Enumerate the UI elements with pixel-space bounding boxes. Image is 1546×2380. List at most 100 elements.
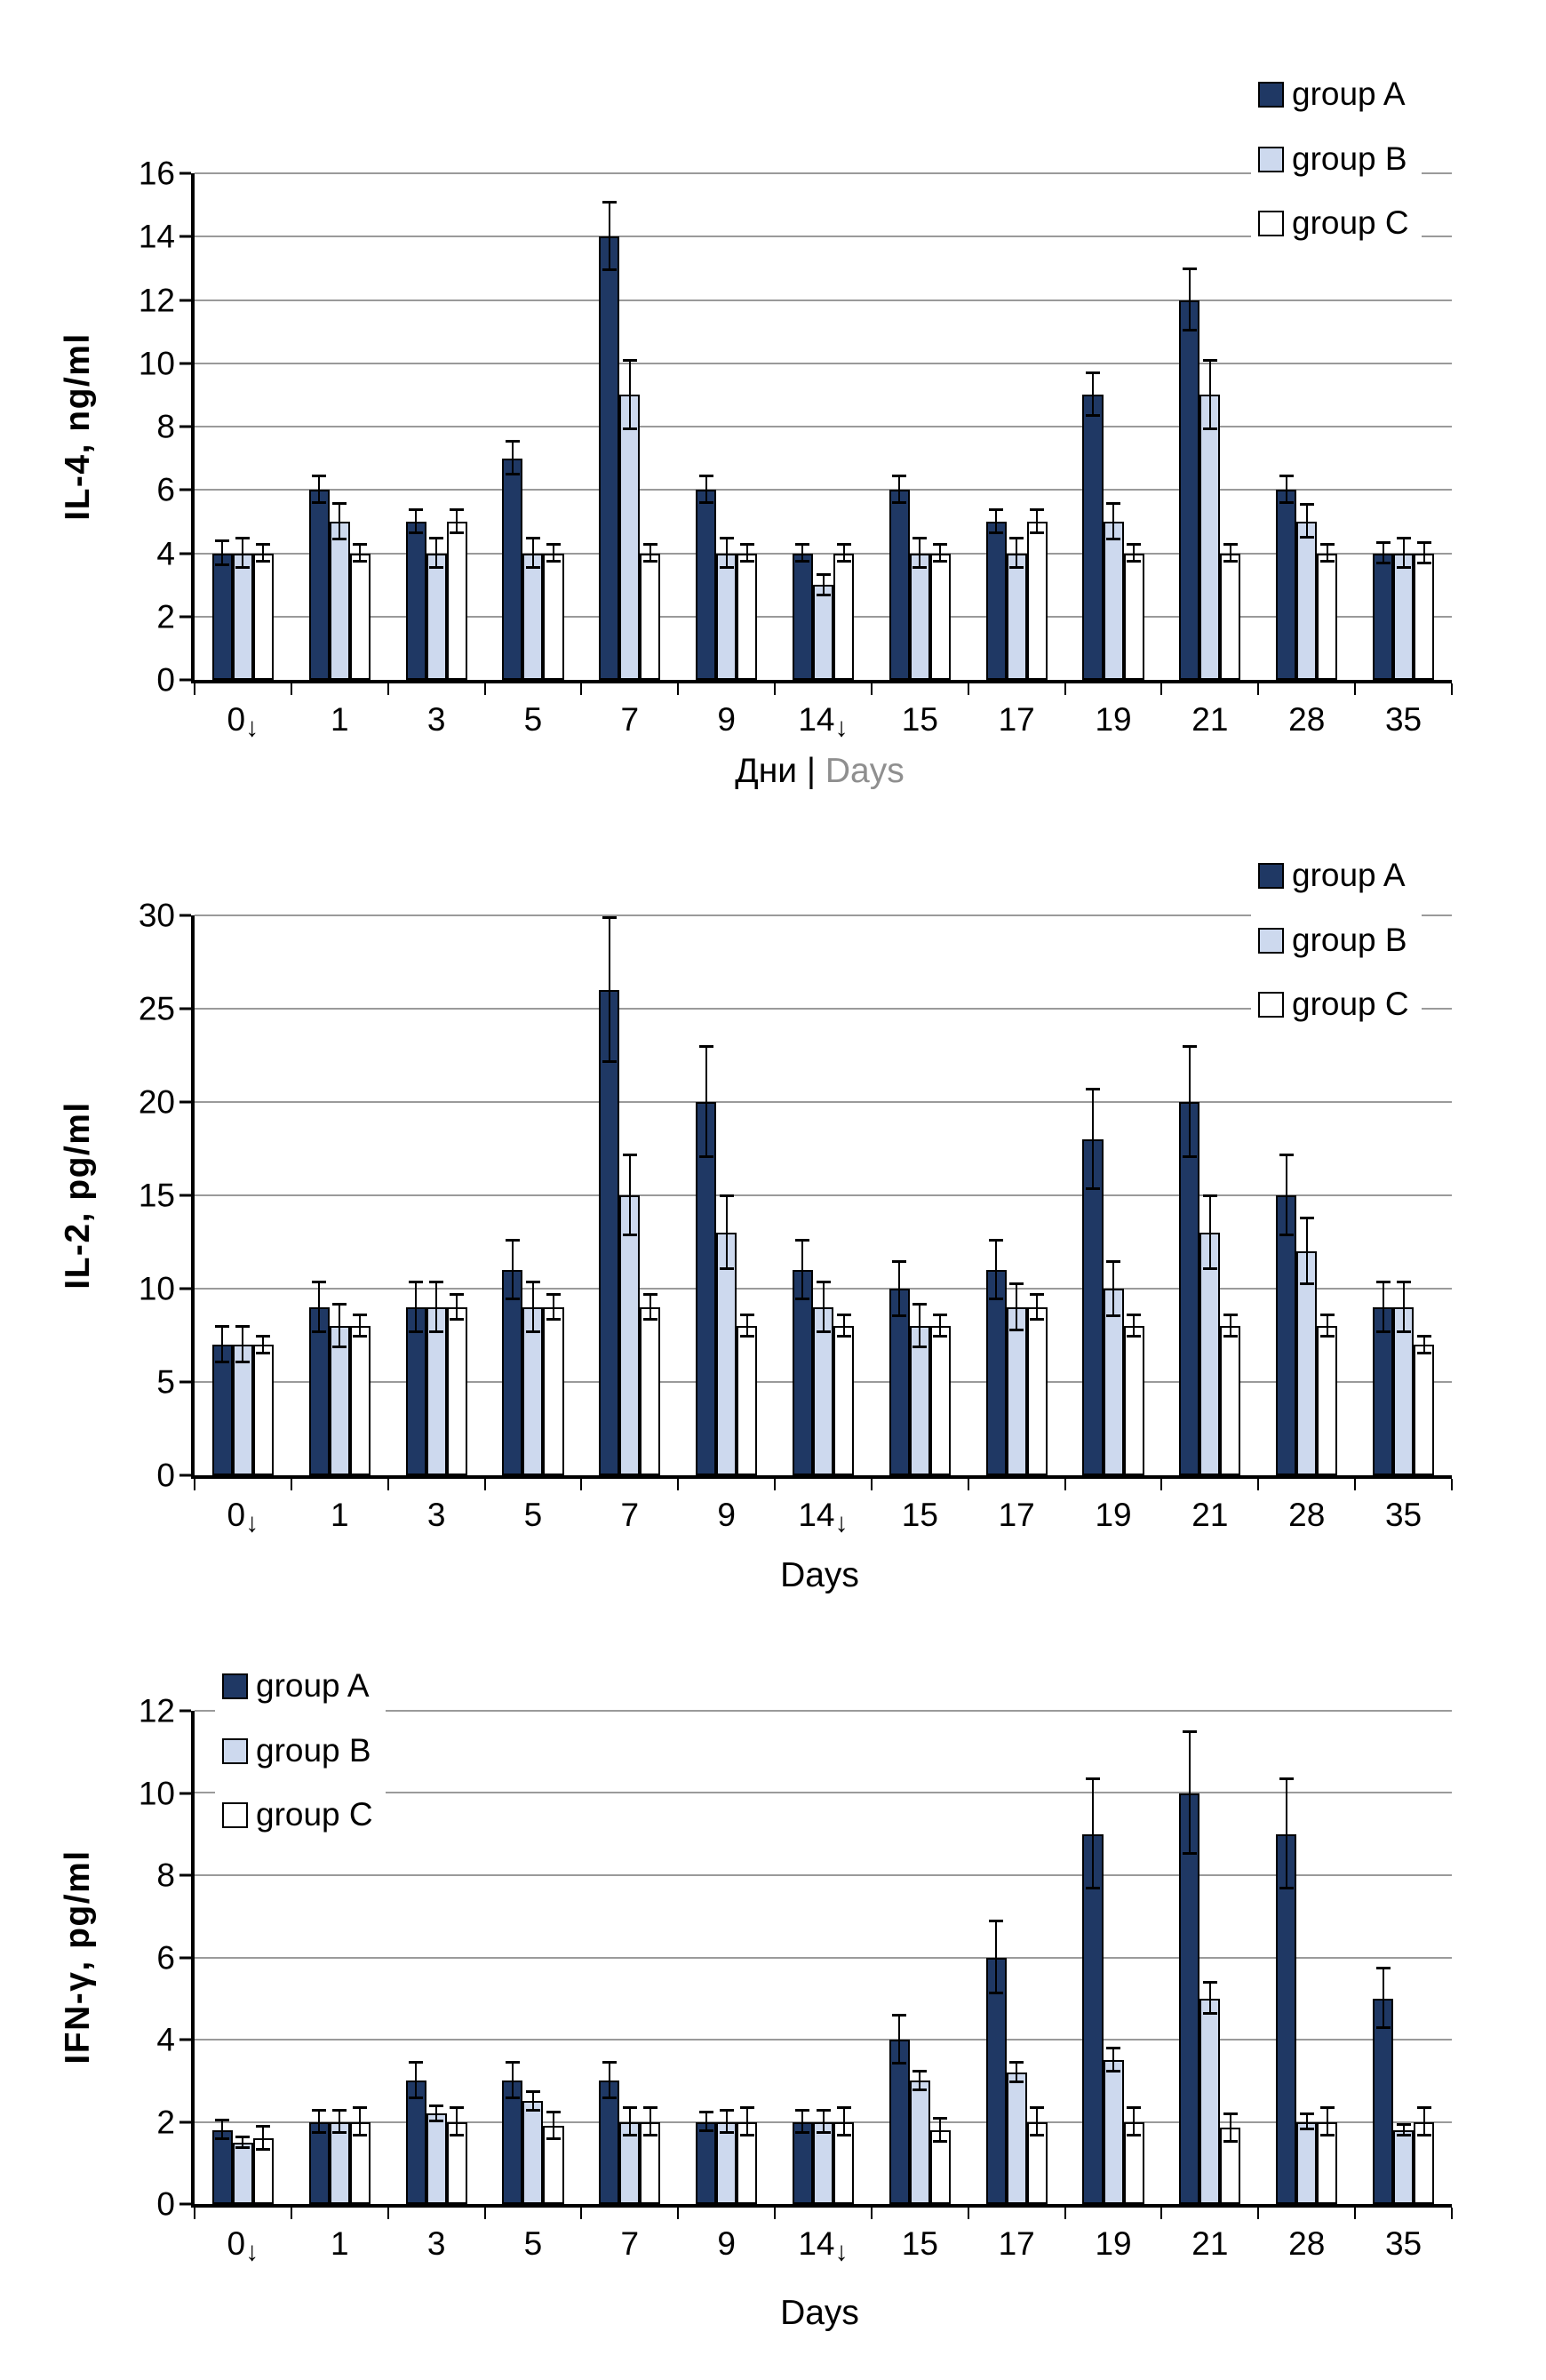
error-bar-cap-top xyxy=(429,1280,444,1283)
x-axis-tick xyxy=(1354,1479,1357,1490)
bar-group-b xyxy=(1296,2121,1318,2204)
y-tick-label: 0 xyxy=(156,1457,175,1494)
error-bar-cap-top xyxy=(1182,267,1197,270)
bar-group-a xyxy=(502,1270,523,1475)
error-bar-cap-bottom xyxy=(642,560,657,563)
error-bar-cap-top xyxy=(698,475,713,478)
x-axis-tick xyxy=(967,1479,969,1490)
bar-group-b xyxy=(522,553,544,680)
legend-item-group-a: group A xyxy=(1258,857,1409,894)
x-category-label: 15 xyxy=(901,2225,938,2262)
error-bar-cap-bottom xyxy=(1030,531,1045,535)
bar-group-c xyxy=(1317,553,1338,680)
y-tick-label: 8 xyxy=(156,408,175,445)
error-bar-cap-bottom xyxy=(698,1155,713,1158)
error-bar-cap-top xyxy=(912,1302,928,1306)
group-c-swatch xyxy=(1258,992,1284,1018)
error-bar-cap-bottom xyxy=(1106,1314,1121,1317)
ifny-x-axis-title: Days xyxy=(191,2294,1448,2333)
error-bar-cap-top xyxy=(602,916,617,920)
error-bar-cap-top xyxy=(1106,501,1121,505)
error-bar xyxy=(898,2015,901,2065)
error-bar xyxy=(221,540,224,566)
x-axis-tick xyxy=(774,1479,777,1490)
error-bar-cap-top xyxy=(1182,1045,1197,1048)
bar-group-c xyxy=(446,1307,467,1475)
error-bar-cap-top xyxy=(1127,542,1142,546)
bar-group-b xyxy=(329,521,350,680)
error-bar-cap-bottom xyxy=(525,2108,540,2112)
error-bar-cap-bottom xyxy=(989,1297,1004,1300)
group-b-swatch xyxy=(1258,146,1284,172)
x-category-label: 17 xyxy=(998,1497,1035,1533)
gridline xyxy=(195,1956,1452,1959)
legend-label: group A xyxy=(256,1667,370,1704)
error-bar xyxy=(801,2109,804,2135)
y-tick-mark xyxy=(179,2038,191,2041)
x-axis-tick xyxy=(1064,1479,1066,1490)
error-bar-cap-top xyxy=(1416,541,1431,545)
error-bar-cap-bottom xyxy=(836,1334,851,1338)
legend-item-group-b: group B xyxy=(1258,140,1409,178)
x-axis-tick xyxy=(870,1479,873,1490)
bar-group-a xyxy=(1082,395,1104,680)
bar-group-a xyxy=(696,2121,717,2204)
bar-group-a xyxy=(792,2121,813,2204)
x-axis-tick xyxy=(967,2208,969,2219)
il2-chart: IL-2, pg/ml 0 5 10 15 20 25 30 0↓ 1 3 5 7 9 14↓ 15 17 19… xyxy=(0,813,1546,1649)
error-bar-cap-top xyxy=(989,1239,1004,1242)
bar-group-a xyxy=(985,521,1007,680)
error-bar-cap-bottom xyxy=(795,560,810,563)
bar-group-c xyxy=(737,553,758,680)
group-a-swatch xyxy=(1258,862,1284,889)
bar-group-b xyxy=(329,2121,350,2204)
x-category-label: 1 xyxy=(330,1497,349,1533)
il4-y-axis-title: IL-4, ng/ml xyxy=(59,332,97,521)
error-bar-cap-top xyxy=(1375,1280,1391,1283)
error-bar-cap-bottom xyxy=(1085,1186,1100,1190)
error-bar xyxy=(898,475,901,505)
y-tick-label: 30 xyxy=(138,897,175,934)
error-bar-cap-bottom xyxy=(1279,1234,1294,1237)
error-bar xyxy=(1188,1046,1191,1158)
error-bar-cap-top xyxy=(1319,542,1335,546)
x-category-label: 14↓ xyxy=(798,701,849,743)
error-bar-cap-bottom xyxy=(546,560,562,563)
error-bar-cap-bottom xyxy=(816,593,831,596)
error-bar xyxy=(242,2136,244,2149)
bar-group-a xyxy=(792,1270,813,1475)
x-axis-tick xyxy=(290,683,292,695)
x-axis-tick xyxy=(580,2208,583,2219)
y-tick-mark xyxy=(179,1474,191,1477)
legend-item-group-b: group B xyxy=(222,1732,373,1769)
error-bar-cap-top xyxy=(1319,2106,1335,2110)
error-bar-cap-bottom xyxy=(256,560,271,563)
x-axis-tick xyxy=(1354,2208,1357,2219)
error-bar-cap-bottom xyxy=(1106,538,1121,541)
bar-group-a xyxy=(211,2129,233,2204)
error-bar xyxy=(456,508,458,535)
y-tick-mark xyxy=(179,914,191,917)
error-bar-cap-bottom xyxy=(1202,2012,1217,2016)
error-bar xyxy=(801,1240,804,1300)
error-bar-cap-bottom xyxy=(892,1314,907,1317)
error-bar xyxy=(919,2070,921,2091)
ifny-chart: IFN-γ, pg/ml 0 2 4 6 8 10 12 0↓ 1 3 5 7 9 14↓ 15 17 19 21… xyxy=(0,1649,1546,2380)
bar-group-a xyxy=(985,1957,1007,2204)
y-tick-mark xyxy=(179,488,191,491)
error-bar-cap-top xyxy=(450,2106,465,2110)
legend-label: group A xyxy=(1292,76,1406,112)
error-bar xyxy=(1091,372,1094,418)
x-axis-tick xyxy=(1160,683,1163,695)
error-bar-cap-bottom xyxy=(409,531,424,535)
error-bar-cap-top xyxy=(450,507,465,511)
bar-group-b xyxy=(619,1195,641,1475)
x-axis-tick xyxy=(1451,2208,1453,2219)
error-bar-cap-bottom xyxy=(719,2131,734,2135)
y-tick-label: 10 xyxy=(138,345,175,382)
error-bar-cap-bottom xyxy=(525,1330,540,1334)
error-bar xyxy=(628,2107,631,2136)
bar-group-c xyxy=(543,553,564,680)
error-bar-cap-bottom xyxy=(353,560,368,563)
error-bar xyxy=(511,441,514,476)
